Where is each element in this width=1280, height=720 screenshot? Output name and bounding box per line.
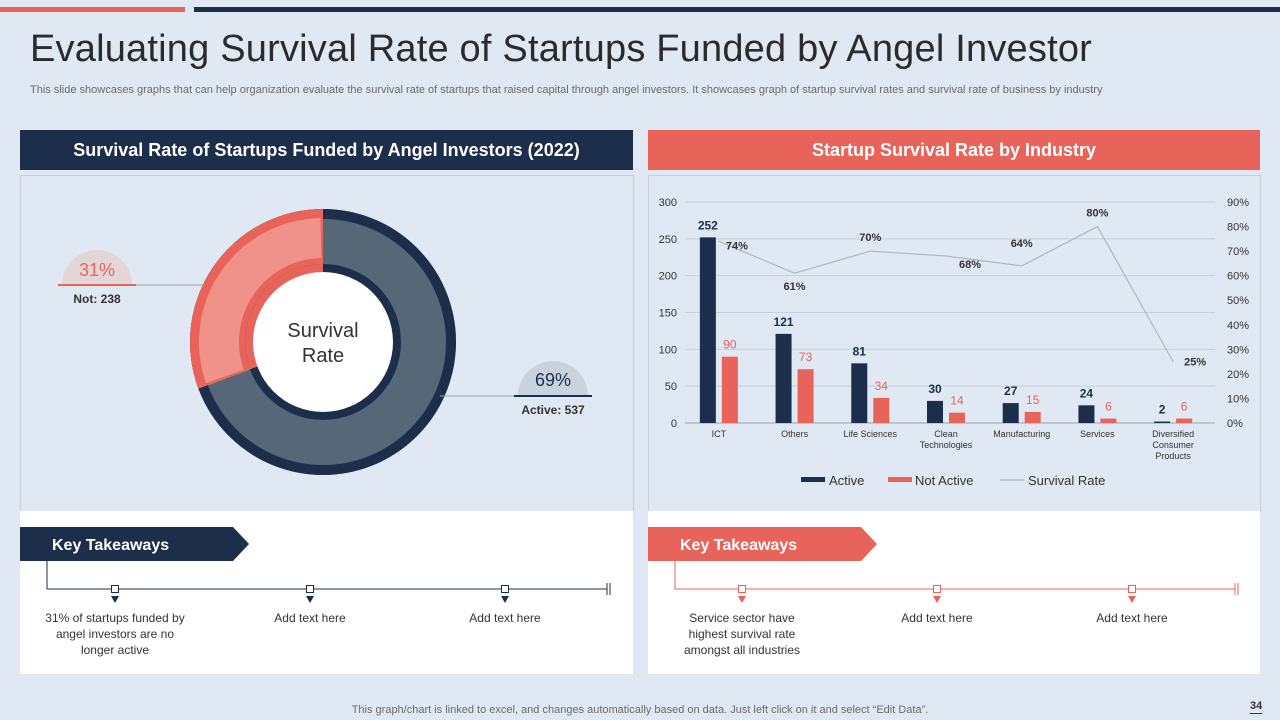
donut-panel-heading: Survival Rate of Startups Funded by Ange… — [20, 130, 633, 170]
takeaway-text: Add text here — [1096, 611, 1168, 625]
takeaway-text: Add text here — [469, 611, 541, 625]
takeaway-text: Service sector have highest survival rat… — [683, 611, 801, 657]
takeaway-text: Add text here — [901, 611, 973, 625]
page-number: 34 — [1250, 700, 1263, 714]
footer-note: This graph/chart is linked to excel, and… — [351, 704, 929, 716]
takeaway-text: Add text here — [274, 611, 346, 625]
page-title: Evaluating Survival Rate of Startups Fun… — [30, 28, 1093, 70]
page-subtitle: This slide showcases graphs that can hel… — [30, 84, 1103, 96]
bar-panel — [648, 175, 1261, 513]
donut-panel — [20, 175, 634, 513]
bar-panel-heading: Startup Survival Rate by Industry — [648, 130, 1260, 170]
top-accent-bar-red — [0, 7, 185, 12]
top-accent-bar-navy — [194, 7, 1280, 12]
takeaway-text: 31% of startups funded by angel investor… — [45, 611, 185, 657]
